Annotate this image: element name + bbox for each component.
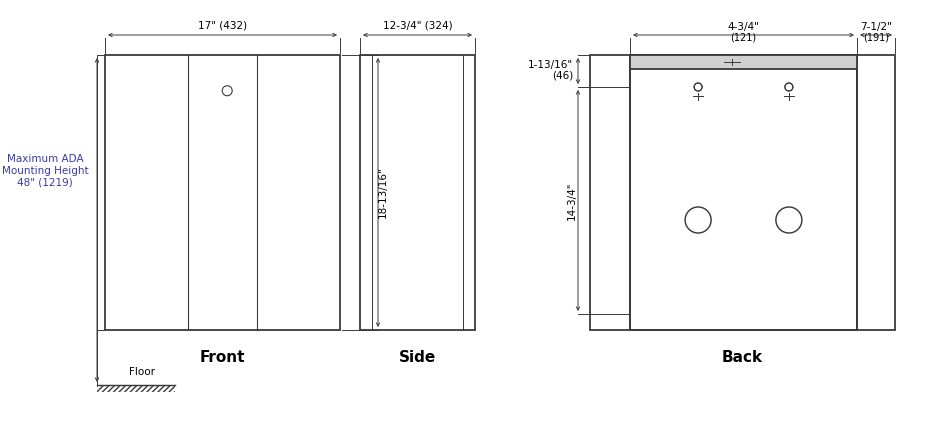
Text: Floor: Floor bbox=[129, 367, 155, 377]
Text: Back: Back bbox=[722, 350, 763, 365]
Text: 7-1/2": 7-1/2" bbox=[860, 22, 892, 32]
Bar bbox=[360, 55, 475, 330]
Bar bbox=[590, 55, 895, 330]
Bar bbox=[105, 55, 340, 330]
Text: 17" (432): 17" (432) bbox=[198, 20, 247, 30]
Bar bbox=[97, 385, 175, 392]
Text: 14-3/4": 14-3/4" bbox=[567, 181, 577, 220]
Text: Front: Front bbox=[200, 350, 245, 365]
Text: 18-13/16": 18-13/16" bbox=[378, 167, 388, 218]
Text: Maximum ADA
Mounting Height
48" (1219): Maximum ADA Mounting Height 48" (1219) bbox=[2, 154, 88, 187]
Text: (191): (191) bbox=[863, 32, 889, 42]
Bar bbox=[630, 55, 857, 69]
Text: (46): (46) bbox=[551, 70, 573, 80]
Text: (121): (121) bbox=[731, 32, 757, 42]
Text: 4-3/4": 4-3/4" bbox=[728, 22, 759, 32]
Text: Side: Side bbox=[399, 350, 436, 365]
Text: 1-13/16": 1-13/16" bbox=[528, 60, 573, 70]
Text: 12-3/4" (324): 12-3/4" (324) bbox=[383, 20, 452, 30]
Bar bbox=[630, 55, 857, 330]
